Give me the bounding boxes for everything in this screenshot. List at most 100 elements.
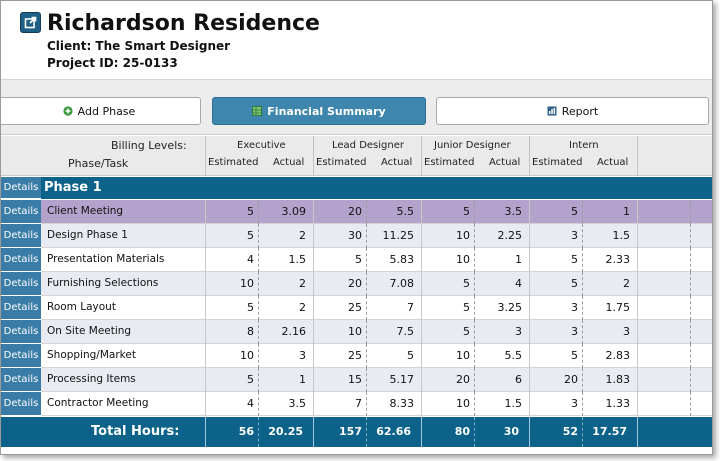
task-details-button[interactable]: Details bbox=[1, 368, 41, 392]
actual-hours-cell[interactable]: 1.5 bbox=[504, 397, 523, 410]
estimated-hours-cell[interactable]: 30 bbox=[348, 229, 362, 242]
actual-hours-cell[interactable]: 3.09 bbox=[281, 205, 307, 218]
actual-hours-cell[interactable]: 2 bbox=[299, 277, 306, 290]
table-row[interactable]: Details Furnishing Selections 10 2 20 7.08 5 4 5… bbox=[1, 272, 712, 296]
actual-hours-cell[interactable]: 7 bbox=[407, 301, 414, 314]
estimated-hours-cell[interactable]: 3 bbox=[571, 301, 578, 314]
estimated-hours-cell[interactable]: 10 bbox=[240, 277, 254, 290]
actual-hours-cell[interactable]: 7.08 bbox=[389, 277, 415, 290]
task-details-button[interactable]: Details bbox=[1, 320, 41, 344]
actual-hours-cell[interactable]: 3 bbox=[515, 325, 522, 338]
cell-divider bbox=[690, 224, 691, 248]
actual-hours-cell[interactable]: 1 bbox=[299, 373, 306, 386]
estimated-hours-cell[interactable]: 5 bbox=[571, 349, 578, 362]
estimated-hours-cell[interactable]: 20 bbox=[348, 277, 362, 290]
actual-hours-cell[interactable]: 1 bbox=[623, 205, 630, 218]
actual-hours-cell[interactable]: 2.83 bbox=[605, 349, 631, 362]
estimated-hours-cell[interactable]: 5 bbox=[247, 205, 254, 218]
actual-hours-cell[interactable]: 3 bbox=[299, 349, 306, 362]
actual-hours-cell[interactable]: 1 bbox=[515, 253, 522, 266]
estimated-hours-cell[interactable]: 25 bbox=[348, 301, 362, 314]
open-project-button[interactable] bbox=[20, 12, 41, 33]
report-button[interactable]: Report bbox=[436, 97, 709, 125]
cell-divider bbox=[474, 368, 475, 392]
estimated-hours-cell[interactable]: 20 bbox=[348, 205, 362, 218]
actual-hours-cell[interactable]: 3.25 bbox=[497, 301, 523, 314]
actual-hours-cell[interactable]: 5.17 bbox=[389, 373, 415, 386]
estimated-hours-cell[interactable]: 20 bbox=[564, 373, 578, 386]
cell-divider bbox=[582, 368, 583, 392]
table-row[interactable]: Details Contractor Meeting 4 3.5 7 8.33 10 1.5 3… bbox=[1, 392, 712, 416]
column-divider bbox=[205, 248, 206, 272]
estimated-hours-cell[interactable]: 5 bbox=[355, 253, 362, 266]
task-details-button[interactable]: Details bbox=[1, 392, 41, 416]
phase-details-button[interactable]: Details bbox=[1, 177, 41, 199]
actual-hours-cell[interactable]: 1.5 bbox=[612, 229, 631, 242]
actual-hours-cell[interactable]: 1.75 bbox=[605, 301, 631, 314]
actual-hours-cell[interactable]: 3.5 bbox=[504, 205, 523, 218]
actual-hours-cell[interactable]: 2.25 bbox=[497, 229, 523, 242]
task-details-button[interactable]: Details bbox=[1, 248, 41, 272]
estimated-hours-cell[interactable]: 10 bbox=[348, 325, 362, 338]
table-row[interactable]: Details Processing Items 5 1 15 5.17 20 6 20 1.83 bbox=[1, 368, 712, 392]
task-details-button[interactable]: Details bbox=[1, 344, 41, 368]
financial-summary-button[interactable]: Financial Summary bbox=[212, 97, 426, 125]
actual-hours-cell[interactable]: 2 bbox=[299, 301, 306, 314]
actual-hours-cell[interactable]: 2.16 bbox=[281, 325, 307, 338]
table-row[interactable]: Details Client Meeting 5 3.09 20 5.5 5 3.5 5 1 bbox=[1, 200, 712, 224]
table-row[interactable]: Details Shopping/Market 10 3 25 5 10 5.5 5 2.83 bbox=[1, 344, 712, 368]
estimated-hours-cell[interactable]: 5 bbox=[247, 373, 254, 386]
actual-hours-cell[interactable]: 5.83 bbox=[389, 253, 415, 266]
estimated-hours-cell[interactable]: 25 bbox=[348, 349, 362, 362]
actual-hours-cell[interactable]: 2 bbox=[299, 229, 306, 242]
actual-hours-cell[interactable]: 11.25 bbox=[382, 229, 415, 242]
actual-hours-cell[interactable]: 7.5 bbox=[396, 325, 415, 338]
estimated-hours-cell[interactable]: 7 bbox=[355, 397, 362, 410]
estimated-hours-cell[interactable]: 5 bbox=[247, 229, 254, 242]
task-details-button[interactable]: Details bbox=[1, 224, 41, 248]
actual-hours-cell[interactable]: 5.5 bbox=[396, 205, 415, 218]
actual-hours-cell[interactable]: 8.33 bbox=[389, 397, 415, 410]
report-icon bbox=[547, 106, 557, 116]
task-details-button[interactable]: Details bbox=[1, 296, 41, 320]
task-details-button[interactable]: Details bbox=[1, 272, 41, 296]
actual-hours-cell[interactable]: 6 bbox=[515, 373, 522, 386]
actual-hours-cell[interactable]: 5 bbox=[407, 349, 414, 362]
add-phase-button[interactable]: Add Phase bbox=[1, 97, 201, 125]
actual-hours-cell[interactable]: 1.83 bbox=[605, 373, 631, 386]
actual-hours-cell[interactable]: 3.5 bbox=[288, 397, 307, 410]
estimated-hours-cell[interactable]: 15 bbox=[348, 373, 362, 386]
estimated-hours-cell[interactable]: 5 bbox=[571, 277, 578, 290]
estimated-hours-cell[interactable]: 3 bbox=[571, 325, 578, 338]
estimated-hours-cell[interactable]: 10 bbox=[456, 253, 470, 266]
estimated-hours-cell[interactable]: 4 bbox=[247, 397, 254, 410]
estimated-hours-cell[interactable]: 8 bbox=[247, 325, 254, 338]
estimated-hours-cell[interactable]: 20 bbox=[456, 373, 470, 386]
actual-hours-cell[interactable]: 2.33 bbox=[605, 253, 631, 266]
estimated-hours-cell[interactable]: 5 bbox=[571, 253, 578, 266]
estimated-hours-cell[interactable]: 5 bbox=[463, 325, 470, 338]
actual-hours-cell[interactable]: 2 bbox=[623, 277, 630, 290]
estimated-hours-cell[interactable]: 5 bbox=[463, 277, 470, 290]
estimated-hours-cell[interactable]: 10 bbox=[456, 229, 470, 242]
estimated-hours-cell[interactable]: 5 bbox=[571, 205, 578, 218]
estimated-hours-cell[interactable]: 5 bbox=[247, 301, 254, 314]
actual-hours-cell[interactable]: 5.5 bbox=[504, 349, 523, 362]
estimated-hours-cell[interactable]: 5 bbox=[463, 205, 470, 218]
estimated-hours-cell[interactable]: 10 bbox=[456, 349, 470, 362]
actual-hours-cell[interactable]: 3 bbox=[623, 325, 630, 338]
actual-hours-cell[interactable]: 1.33 bbox=[605, 397, 631, 410]
task-details-button[interactable]: Details bbox=[1, 200, 41, 224]
table-row[interactable]: Details Presentation Materials 4 1.5 5 5.83 10… bbox=[1, 248, 712, 272]
table-row[interactable]: Details Design Phase 1 5 2 30 11.25 10 2.25 3 1.5 bbox=[1, 224, 712, 248]
table-row[interactable]: Details On Site Meeting 8 2.16 10 7.5 5 3 3 3 bbox=[1, 320, 712, 344]
estimated-hours-cell[interactable]: 3 bbox=[571, 397, 578, 410]
estimated-hours-cell[interactable]: 5 bbox=[463, 301, 470, 314]
actual-hours-cell[interactable]: 4 bbox=[515, 277, 522, 290]
estimated-hours-cell[interactable]: 10 bbox=[456, 397, 470, 410]
estimated-hours-cell[interactable]: 10 bbox=[240, 349, 254, 362]
estimated-hours-cell[interactable]: 3 bbox=[571, 229, 578, 242]
table-row[interactable]: Details Room Layout 5 2 25 7 5 3.25 3 1.75 bbox=[1, 296, 712, 320]
actual-hours-cell[interactable]: 1.5 bbox=[288, 253, 307, 266]
estimated-hours-cell[interactable]: 4 bbox=[247, 253, 254, 266]
